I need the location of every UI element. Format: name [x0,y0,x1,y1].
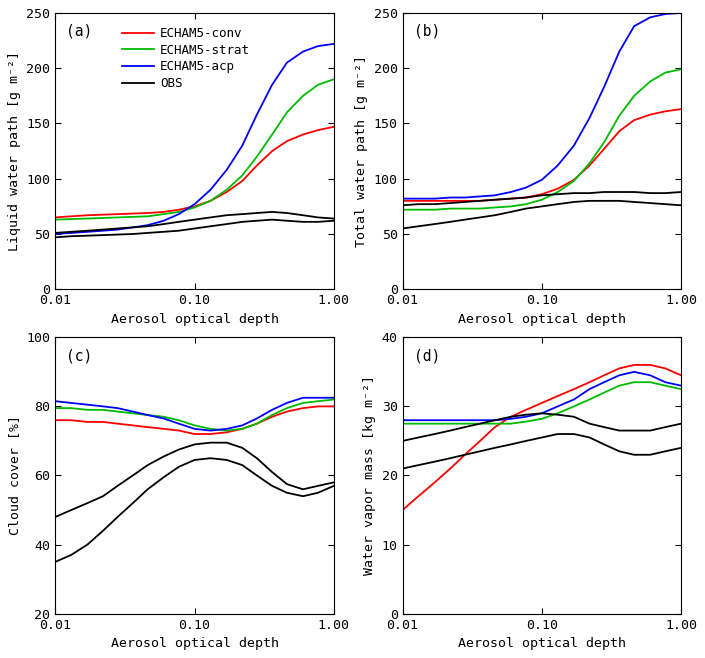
X-axis label: Aerosol optical depth: Aerosol optical depth [458,313,626,326]
Y-axis label: Water vapor mass [kg m⁻²]: Water vapor mass [kg m⁻²] [363,376,376,576]
Text: (b): (b) [414,24,440,39]
Text: (d): (d) [414,348,440,363]
Y-axis label: Liquid water path [g m⁻²]: Liquid water path [g m⁻²] [8,51,21,251]
X-axis label: Aerosol optical depth: Aerosol optical depth [111,637,278,650]
X-axis label: Aerosol optical depth: Aerosol optical depth [458,637,626,650]
Y-axis label: Cloud cover [%]: Cloud cover [%] [8,415,21,536]
Y-axis label: Total water path [g m⁻²]: Total water path [g m⁻²] [355,55,368,247]
X-axis label: Aerosol optical depth: Aerosol optical depth [111,313,278,326]
Legend: ECHAM5-conv, ECHAM5-strat, ECHAM5-acp, OBS: ECHAM5-conv, ECHAM5-strat, ECHAM5-acp, O… [117,22,255,95]
Text: (c): (c) [66,348,93,363]
Text: (a): (a) [66,24,93,39]
